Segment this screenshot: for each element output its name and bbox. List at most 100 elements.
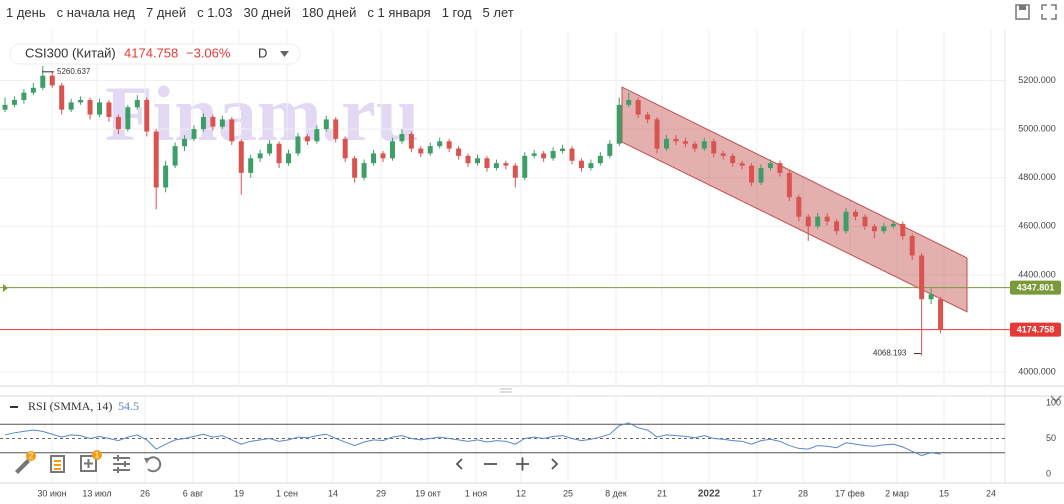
period-button[interactable]: 1 год [441,5,472,20]
candle-body [238,141,244,173]
candle-body [115,116,121,130]
period-button[interactable]: с 1 января [367,5,431,20]
candle-body [191,129,197,139]
candle-body [163,165,169,188]
legend: CSI300 (Китай) 4174.758 −3.06% D [9,43,301,65]
top-icons [1015,4,1062,403]
candle-body [493,163,499,169]
list-tool[interactable] [50,455,65,473]
settings-tool[interactable] [113,455,130,473]
period-button[interactable]: 30 дней [243,5,291,20]
candle-body [541,153,547,159]
period-button[interactable]: с 1.03 [197,5,233,20]
candle-body [276,143,282,164]
scroll-right[interactable] [551,458,559,470]
price-label-box [1010,280,1061,295]
candle-body [607,143,613,156]
candle-body [200,116,206,130]
rsi-last: 54.5 [118,399,139,413]
candle-body [588,163,594,169]
x-tick-label: 19 [234,488,244,498]
x-tick-label: 6 авг [183,488,204,498]
candle-body [2,104,8,110]
pencil-tool[interactable]: 2 [15,451,36,474]
low-annotation: 4068.193 [873,349,907,358]
candle-body [843,211,849,232]
zoom-in[interactable] [516,457,529,471]
interval-dropdown[interactable] [280,51,289,57]
y-tick-label: 5200.000 [1018,75,1056,85]
collapse-icon[interactable] [1050,395,1062,403]
x-tick-label: 2 мар [885,488,909,498]
candle-body [739,163,745,166]
period-button[interactable]: 5 лет [482,5,514,20]
x-tick-label: 13 июл [82,488,111,498]
period-bar: 1 день с начала нед 7 дней с 1.03 30 дней 180… [6,5,514,20]
x-tick-label: 24 [986,488,996,498]
x-tick-label: 2022 [698,489,721,500]
candle-body [380,153,386,159]
undo-tool[interactable] [144,456,162,473]
badge: 1 [95,451,100,460]
x-tick-label: 14 [328,488,338,498]
y-tick-label: 5000.000 [1018,124,1056,134]
period-button[interactable]: 180 дней [301,5,357,20]
candle-body [928,294,934,300]
candle-body [635,99,641,115]
save-icon[interactable] [1015,4,1030,20]
candle-body [569,148,575,161]
candle-body [701,141,707,149]
candle-body [172,146,178,166]
candle-body [531,153,537,156]
candle-body [777,163,783,173]
candle-body [890,223,896,227]
candle-body [30,87,36,93]
x-tick-label: 29 [376,488,386,498]
candle-body [333,119,339,139]
candle-body [389,141,395,159]
x-tick-label: 1 сен [276,488,298,498]
y-tick-label: 50 [1046,433,1056,443]
candle-body [815,216,821,227]
candle-body [21,92,27,100]
candle-body [59,85,65,110]
tool-bar: 2 1 [15,450,162,474]
period-button[interactable]: 7 дней [145,5,187,20]
candle-body [134,99,140,108]
rsi-title: RSI (SMMA, 14) [28,399,112,413]
scroll-left[interactable] [455,458,463,470]
x-tick-label: 21 [657,488,667,498]
x-tick-label: 28 [798,488,808,498]
candle-body [720,153,726,156]
candle-body [352,158,358,178]
candle-body [408,133,414,149]
divider-handle[interactable] [500,388,512,393]
price-change: −3.06% [186,45,231,60]
candle-body [144,99,150,132]
indicator-tool[interactable]: 1 [80,450,102,472]
candle-body [512,165,518,178]
candle-body [342,138,348,159]
candle-body [295,136,301,154]
y-tick-label: 100 [1046,397,1061,407]
candle-body [418,148,424,154]
candle-body [597,155,603,164]
period-button[interactable]: с начала нед [56,5,135,20]
candle-body [692,143,698,149]
period-button[interactable]: 1 день [6,5,46,20]
interval[interactable]: D [258,45,267,60]
candle-body [881,226,887,232]
fullscreen-icon[interactable] [1041,4,1057,20]
candle-body [900,223,906,237]
candle-body [210,116,216,127]
y-tick-label: 4400.000 [1018,269,1056,279]
rsi-line [4,422,941,457]
candle-body [749,165,755,183]
candle-body [711,141,717,154]
zoom-controls [455,457,559,471]
candle-body [68,102,74,110]
candle-body [361,163,367,178]
candle-body [626,99,632,105]
